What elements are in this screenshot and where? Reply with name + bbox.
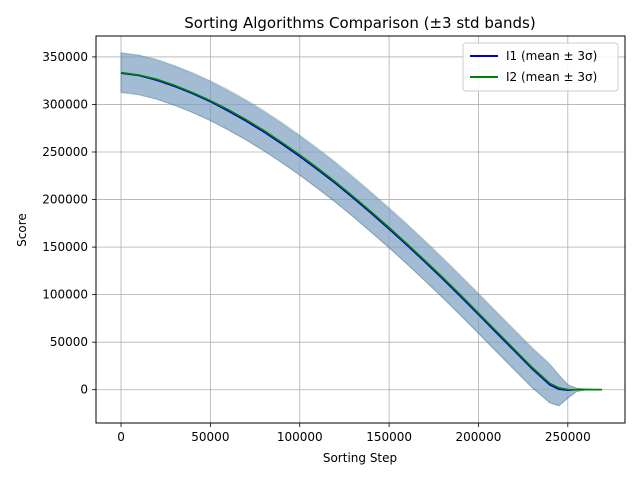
y-axis-label: Score <box>15 213 29 247</box>
y-tick-label: 100000 <box>42 288 88 302</box>
lines <box>120 71 602 392</box>
legend-label-i2: I2 (mean ± 3σ) <box>506 70 597 84</box>
y-tick-label: 250000 <box>42 145 88 159</box>
line-series-2 <box>120 71 602 391</box>
y-tick-label: 300000 <box>42 97 88 111</box>
y-tick-label: 200000 <box>42 193 88 207</box>
y-tick-label: 0 <box>80 383 88 397</box>
x-axis: 0 50000 100000 150000 200000 250000 <box>117 423 591 444</box>
y-tick-label: 350000 <box>42 50 88 64</box>
x-tick-label: 250000 <box>545 430 591 444</box>
x-tick-label: 200000 <box>456 430 502 444</box>
grid <box>96 36 625 423</box>
x-axis-label: Sorting Step <box>323 451 397 465</box>
legend-box <box>462 42 619 92</box>
plot-frame <box>95 35 626 424</box>
legend-label-i1: I1 (mean ± 3σ) <box>506 49 597 63</box>
line-series-1 <box>120 72 602 392</box>
y-axis: 0 50000 100000 150000 200000 250000 300000 3500… <box>42 50 96 397</box>
y-tick-label: 150000 <box>42 240 88 254</box>
y-tick-label: 50000 <box>50 335 88 349</box>
x-tick-label: 100000 <box>277 430 323 444</box>
chart-title: Sorting Algorithms Comparison (±3 std ba… <box>184 14 535 32</box>
x-tick-label: 150000 <box>366 430 412 444</box>
x-tick-label: 0 <box>117 430 125 444</box>
legend: I1 (mean ± 3σ) I2 (mean ± 3σ) <box>462 42 619 92</box>
x-tick-label: 50000 <box>191 430 229 444</box>
